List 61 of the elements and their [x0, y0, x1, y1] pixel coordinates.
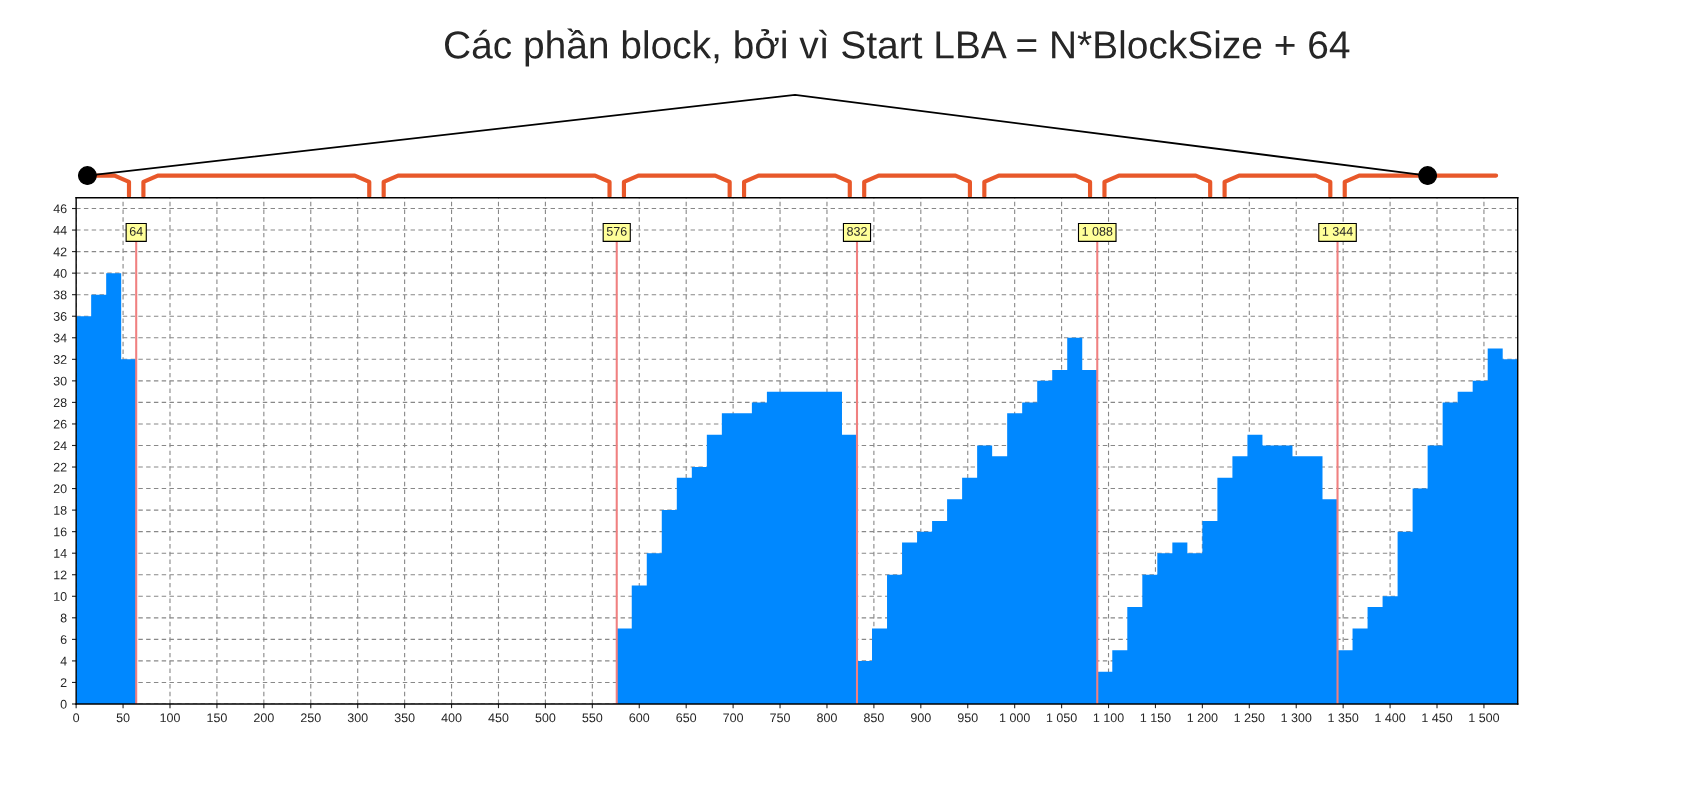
y-tick-label: 40: [53, 268, 67, 278]
chart-title: Các phần block, bởi vì Start LBA = N*BlockSize + 64: [445, 28, 1350, 67]
x-tick-label: 300: [347, 713, 368, 723]
y-tick-label: 4: [60, 656, 67, 666]
x-tick-label: 1 300: [1281, 713, 1312, 723]
ref-line-label: 1 344: [1322, 226, 1353, 236]
y-tick-label: 16: [54, 527, 67, 537]
x-tick-label: 1 200: [1187, 713, 1218, 723]
ref-line-label: 832: [847, 226, 867, 236]
y-tick-label: 26: [53, 419, 67, 429]
x-tick-label: 1 050: [1046, 713, 1077, 723]
x-tick-label: 150: [207, 713, 227, 723]
x-tick-label: 1 500: [1469, 713, 1500, 723]
x-tick-label: 1 400: [1375, 713, 1406, 723]
x-tick-label: 600: [629, 713, 650, 723]
x-tick-label: 900: [910, 713, 931, 723]
y-tick-label: 8: [60, 613, 67, 623]
y-tick-label: 18: [54, 505, 67, 515]
x-tick-label: 350: [394, 713, 415, 723]
y-tick-label: 0: [60, 699, 67, 709]
x-tick-label: 250: [300, 713, 321, 723]
y-tick-label: 14: [54, 549, 67, 558]
y-tick-label: 46: [53, 204, 67, 214]
y-tick-label: 22: [53, 462, 67, 472]
y-tick-label: 42: [53, 247, 67, 257]
y-tick-label: 10: [54, 592, 67, 601]
x-tick-label: 1 150: [1140, 713, 1171, 723]
y-tick-label: 32: [53, 355, 67, 364]
x-tick-label: 750: [770, 713, 790, 723]
x-tick-label: 400: [441, 713, 462, 723]
y-tick-label: 44: [53, 225, 67, 235]
x-tick-label: 850: [864, 713, 884, 723]
ref-line-label: 64: [129, 226, 143, 236]
y-tick-label: 38: [53, 290, 67, 300]
x-tick-label: 1 000: [999, 713, 1030, 723]
y-tick-label: 2: [60, 678, 67, 687]
y-tick-label: 24: [53, 441, 67, 451]
x-tick-label: 1 100: [1093, 713, 1124, 723]
x-tick-label: 950: [957, 713, 978, 723]
x-tick-label: 450: [488, 713, 509, 723]
y-tick-label: 36: [53, 312, 67, 321]
x-tick-label: 200: [254, 713, 274, 723]
y-tick-label: 28: [53, 398, 67, 408]
x-tick-label: 0: [73, 713, 80, 723]
x-tick-label: 700: [723, 713, 744, 723]
y-tick-label: 6: [60, 635, 67, 645]
x-tick-label: 500: [535, 713, 556, 723]
ref-line-label: 1 088: [1082, 226, 1113, 236]
x-tick-label: 800: [817, 713, 837, 723]
x-tick-label: 50: [116, 713, 130, 723]
y-tick-label: 34: [53, 333, 67, 343]
x-tick-label: 100: [160, 713, 180, 723]
x-tick-label: 650: [676, 713, 697, 723]
ref-line-label: 576: [606, 226, 627, 236]
x-tick-label: 1 250: [1234, 713, 1265, 723]
x-tick-label: 550: [582, 713, 603, 723]
y-tick-label: 30: [53, 376, 67, 386]
y-tick-label: 20: [53, 484, 67, 494]
x-tick-label: 1 350: [1328, 713, 1359, 723]
x-tick-label: 1 450: [1422, 713, 1453, 723]
y-tick-label: 12: [54, 570, 67, 580]
